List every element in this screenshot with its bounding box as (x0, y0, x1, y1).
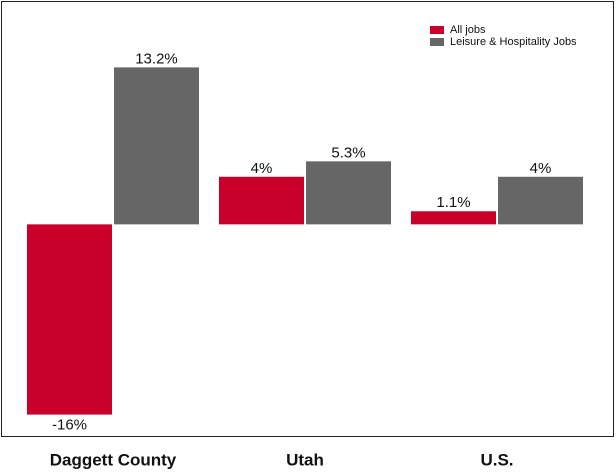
legend-swatch (430, 26, 444, 34)
value-label: 13.2% (135, 50, 178, 67)
plot-frame (1, 1, 614, 437)
x-tick-label: U.S. (480, 450, 513, 469)
value-label: -16% (52, 417, 87, 434)
value-label: 5.3% (331, 144, 365, 161)
bar (219, 176, 304, 225)
bar (27, 224, 112, 415)
value-label: 1.1% (436, 194, 470, 211)
legend-label: All jobs (450, 24, 486, 36)
x-tick-label: Utah (286, 450, 324, 469)
bar (306, 161, 391, 225)
value-label: 4% (251, 160, 273, 177)
bar (498, 176, 583, 225)
bar (411, 211, 496, 225)
bar (114, 67, 199, 225)
legend-label: Leisure & Hospitality Jobs (450, 36, 577, 48)
legend-swatch (430, 38, 444, 46)
x-tick-label: Daggett County (50, 450, 177, 469)
value-label: 4% (530, 160, 552, 177)
